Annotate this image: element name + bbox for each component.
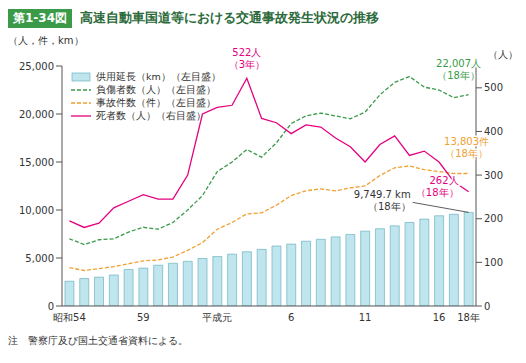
svg-text:（18年）: （18年） (437, 70, 480, 81)
svg-text:400: 400 (484, 126, 503, 137)
html-text:高速自動車国道等における交通事故発生状況の推移: 高速自動車国道等における交通事故発生状況の推移 (80, 10, 379, 25)
svg-text:11: 11 (359, 312, 372, 323)
svg-text:6: 6 (288, 312, 294, 323)
svg-text:16: 16 (433, 312, 446, 323)
svg-text:10,000: 10,000 (19, 205, 54, 216)
svg-text:200: 200 (484, 213, 503, 224)
svg-text:0: 0 (48, 301, 54, 312)
svg-text:（18年）: （18年） (416, 187, 459, 198)
svg-text:（18年）: （18年） (445, 148, 488, 159)
html-text:注 警察庁及び国土交通省資料による。: 注 警察庁及び国土交通省資料による。 (8, 335, 188, 346)
svg-text:（18年）: （18年） (368, 201, 411, 212)
svg-text:100: 100 (484, 257, 503, 268)
svg-text:5,000: 5,000 (25, 253, 54, 264)
html-text:事故件数（件）（左目盛）: 事故件数（件）（左目盛） (96, 97, 216, 108)
html-text:負傷者数（人）（左目盛）: 負傷者数（人）（左目盛） (96, 84, 216, 95)
svg-text:昭和54: 昭和54 (53, 312, 86, 323)
svg-text:300: 300 (484, 170, 503, 181)
html-text:供用延長（km）（左目盛）: 供用延長（km）（左目盛） (96, 71, 221, 82)
svg-text:500: 500 (484, 82, 503, 93)
svg-text:25,000: 25,000 (19, 61, 54, 72)
html-text:死者数（人）（右目盛）: 死者数（人）（右目盛） (96, 110, 206, 121)
html-text:第1-34図: 第1-34図 (13, 10, 67, 25)
svg-text:262人: 262人 (430, 175, 459, 186)
svg-text:13,803件: 13,803件 (444, 136, 489, 147)
svg-text:522人: 522人 (232, 47, 261, 58)
html-text:（人，件，km）: （人，件，km） (8, 35, 84, 46)
svg-text:59: 59 (137, 312, 150, 323)
svg-text:20,000: 20,000 (19, 109, 54, 120)
html-text:（人）: （人） (488, 49, 518, 60)
svg-text:22,007人: 22,007人 (436, 58, 481, 69)
svg-text:15,000: 15,000 (19, 157, 54, 168)
svg-text:0: 0 (484, 301, 490, 312)
svg-text:18年: 18年 (457, 312, 480, 323)
svg-text:（3年）: （3年） (229, 59, 265, 70)
svg-text:平成元: 平成元 (202, 312, 232, 323)
svg-text:9,749.7 km: 9,749.7 km (354, 189, 411, 200)
